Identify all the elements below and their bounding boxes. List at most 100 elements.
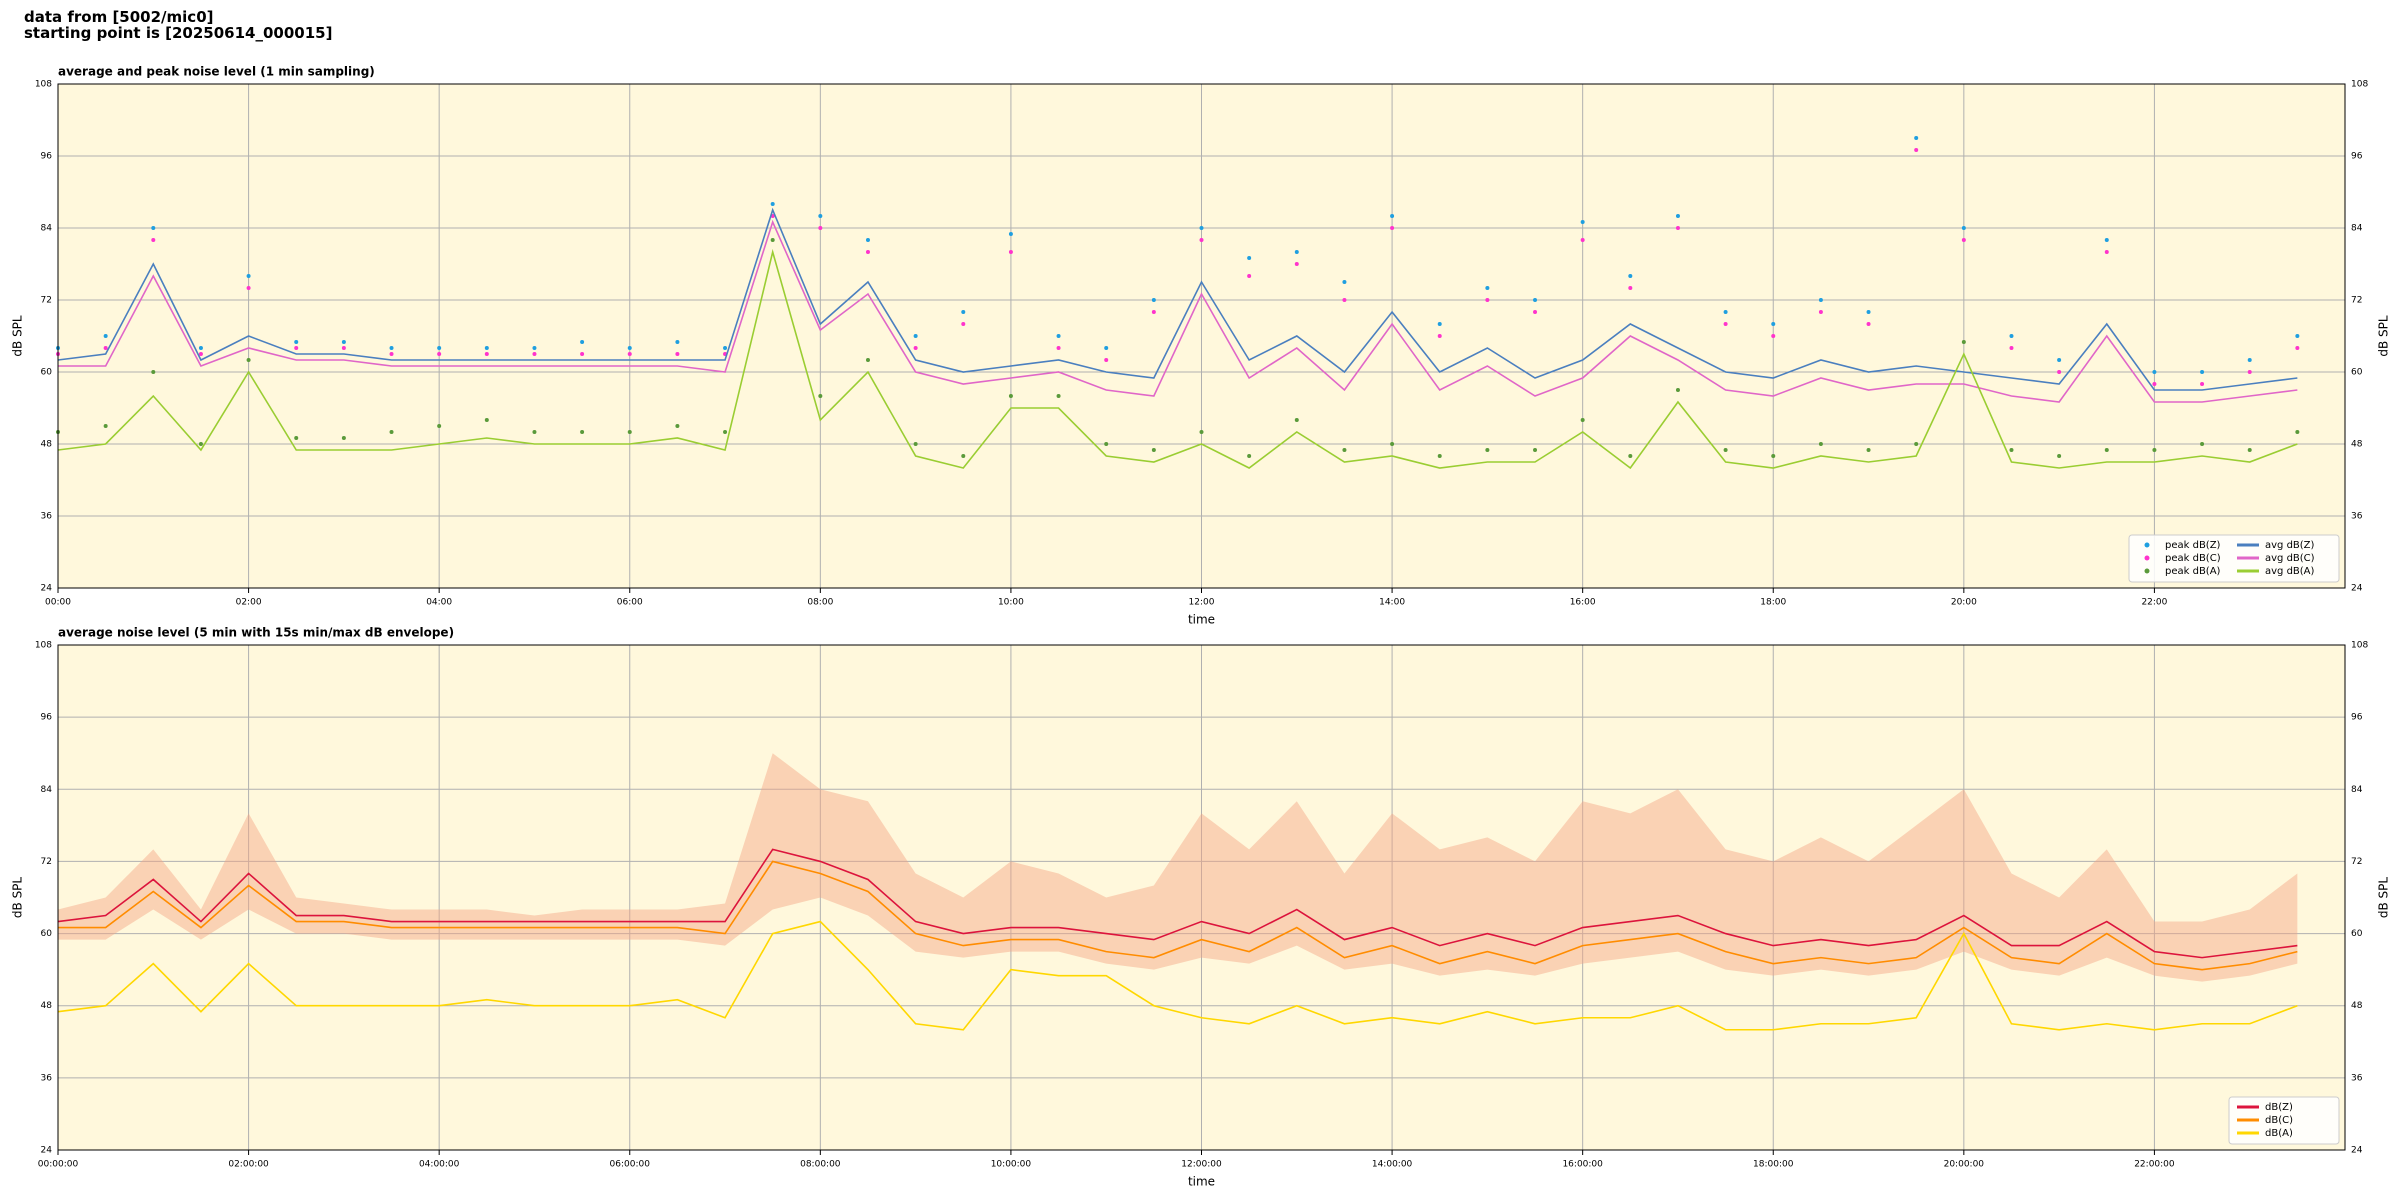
x-axis-label: time (1188, 613, 1215, 627)
peak-point (1390, 442, 1395, 446)
peak-point (198, 346, 203, 350)
peak-point (437, 352, 442, 356)
chart-title: average and peak noise level (1 min samp… (58, 65, 375, 79)
peak-point (2200, 442, 2205, 446)
x-tick-label: 12:00 (1189, 598, 1215, 608)
legend-marker (2144, 542, 2150, 548)
peak-point (1485, 298, 1490, 302)
header-line: data from [5002/mic0] (24, 8, 214, 26)
legend-label: peak dB(A) (2165, 566, 2221, 577)
chart-title: average noise level (5 min with 15s min/… (58, 626, 454, 640)
plot-frame (57, 644, 2346, 1151)
peak-point (2009, 448, 2014, 452)
peak-point (1818, 310, 1823, 314)
peak-point (1628, 454, 1633, 458)
peak-point (2152, 370, 2157, 374)
x-tick-label: 18:00 (1760, 598, 1786, 608)
peak-point (246, 358, 251, 362)
peak-point (1580, 238, 1585, 242)
x-tick-label: 04:00 (426, 598, 452, 608)
peak-point (1533, 298, 1538, 302)
peak-point (1818, 442, 1823, 446)
peak-point (1485, 286, 1490, 290)
series-line (58, 860, 2298, 971)
legend-label: peak dB(Z) (2165, 540, 2221, 551)
series-line (57, 920, 2298, 1031)
peak-point (2009, 346, 2014, 350)
peak-point (1151, 448, 1156, 452)
peak-point (961, 322, 966, 326)
peak-point (532, 346, 537, 350)
peak-point (1771, 334, 1776, 338)
peak-point (1151, 298, 1156, 302)
peak-point (1961, 238, 1966, 242)
peak-point (580, 430, 585, 434)
legend-box (2128, 534, 2340, 583)
peak-point (1723, 448, 1728, 452)
peak-point (1056, 346, 1061, 350)
peak-point (341, 340, 346, 344)
peak-point (2247, 370, 2252, 374)
y-tick-label: 24 (41, 584, 53, 594)
peak-point (627, 346, 632, 350)
y-tick-label: 72 (41, 296, 52, 306)
peak-point (1390, 214, 1395, 218)
y-tick-label: 24 (41, 1146, 53, 1156)
peak-point (1914, 148, 1919, 152)
peak-point (1723, 310, 1728, 314)
x-tick-label: 14:00 (1379, 598, 1405, 608)
peak-point (1008, 250, 1013, 254)
peak-point (1485, 448, 1490, 452)
peak-point (627, 352, 632, 356)
y-tick-label: 72 (2351, 296, 2362, 306)
peak-point (1818, 298, 1823, 302)
peak-point (341, 346, 346, 350)
peak-point (2009, 334, 2014, 338)
peak-point (961, 454, 966, 458)
peak-point (294, 346, 299, 350)
peak-point (723, 346, 728, 350)
envelope (58, 753, 2298, 982)
y-tick-label: 84 (2351, 224, 2363, 234)
peak-point (484, 352, 489, 356)
y-tick-label: 48 (41, 1001, 53, 1011)
peak-point (151, 226, 156, 230)
legend-marker (2144, 555, 2150, 561)
peak-point (1866, 448, 1871, 452)
peak-point (818, 394, 823, 398)
peak-point (389, 352, 394, 356)
peak-point (770, 202, 775, 206)
peak-point (1104, 358, 1109, 362)
peak-point (675, 352, 680, 356)
peak-point (1151, 310, 1156, 314)
legend-label: avg dB(C) (2265, 553, 2315, 564)
peak-point (484, 418, 489, 422)
x-tick-label: 16:00:00 (1562, 1160, 1603, 1170)
x-tick-label: 08:00 (807, 598, 833, 608)
y-tick-label: 108 (35, 80, 52, 90)
peak-point (723, 430, 728, 434)
peak-point (1628, 274, 1633, 278)
peak-point (246, 274, 251, 278)
y-tick-label: 96 (41, 713, 53, 723)
peak-point (1914, 442, 1919, 446)
peak-point (2152, 448, 2157, 452)
peak-point (103, 346, 108, 350)
peak-point (246, 286, 251, 290)
peak-point (1580, 220, 1585, 224)
peak-point (1294, 418, 1299, 422)
peak-point (580, 352, 585, 356)
peak-point (103, 424, 108, 428)
peak-point (1533, 448, 1538, 452)
x-tick-label: 00:00:00 (38, 1160, 79, 1170)
peak-point (1628, 286, 1633, 290)
peak-point (1199, 430, 1204, 434)
peak-point (1247, 454, 1252, 458)
peak-point (2247, 358, 2252, 362)
peak-point (2057, 370, 2062, 374)
peak-point (2057, 454, 2062, 458)
x-tick-label: 12:00:00 (1181, 1160, 1222, 1170)
peak-point (2104, 238, 2109, 242)
peak-point (1294, 250, 1299, 254)
y-tick-label: 36 (2351, 512, 2363, 522)
